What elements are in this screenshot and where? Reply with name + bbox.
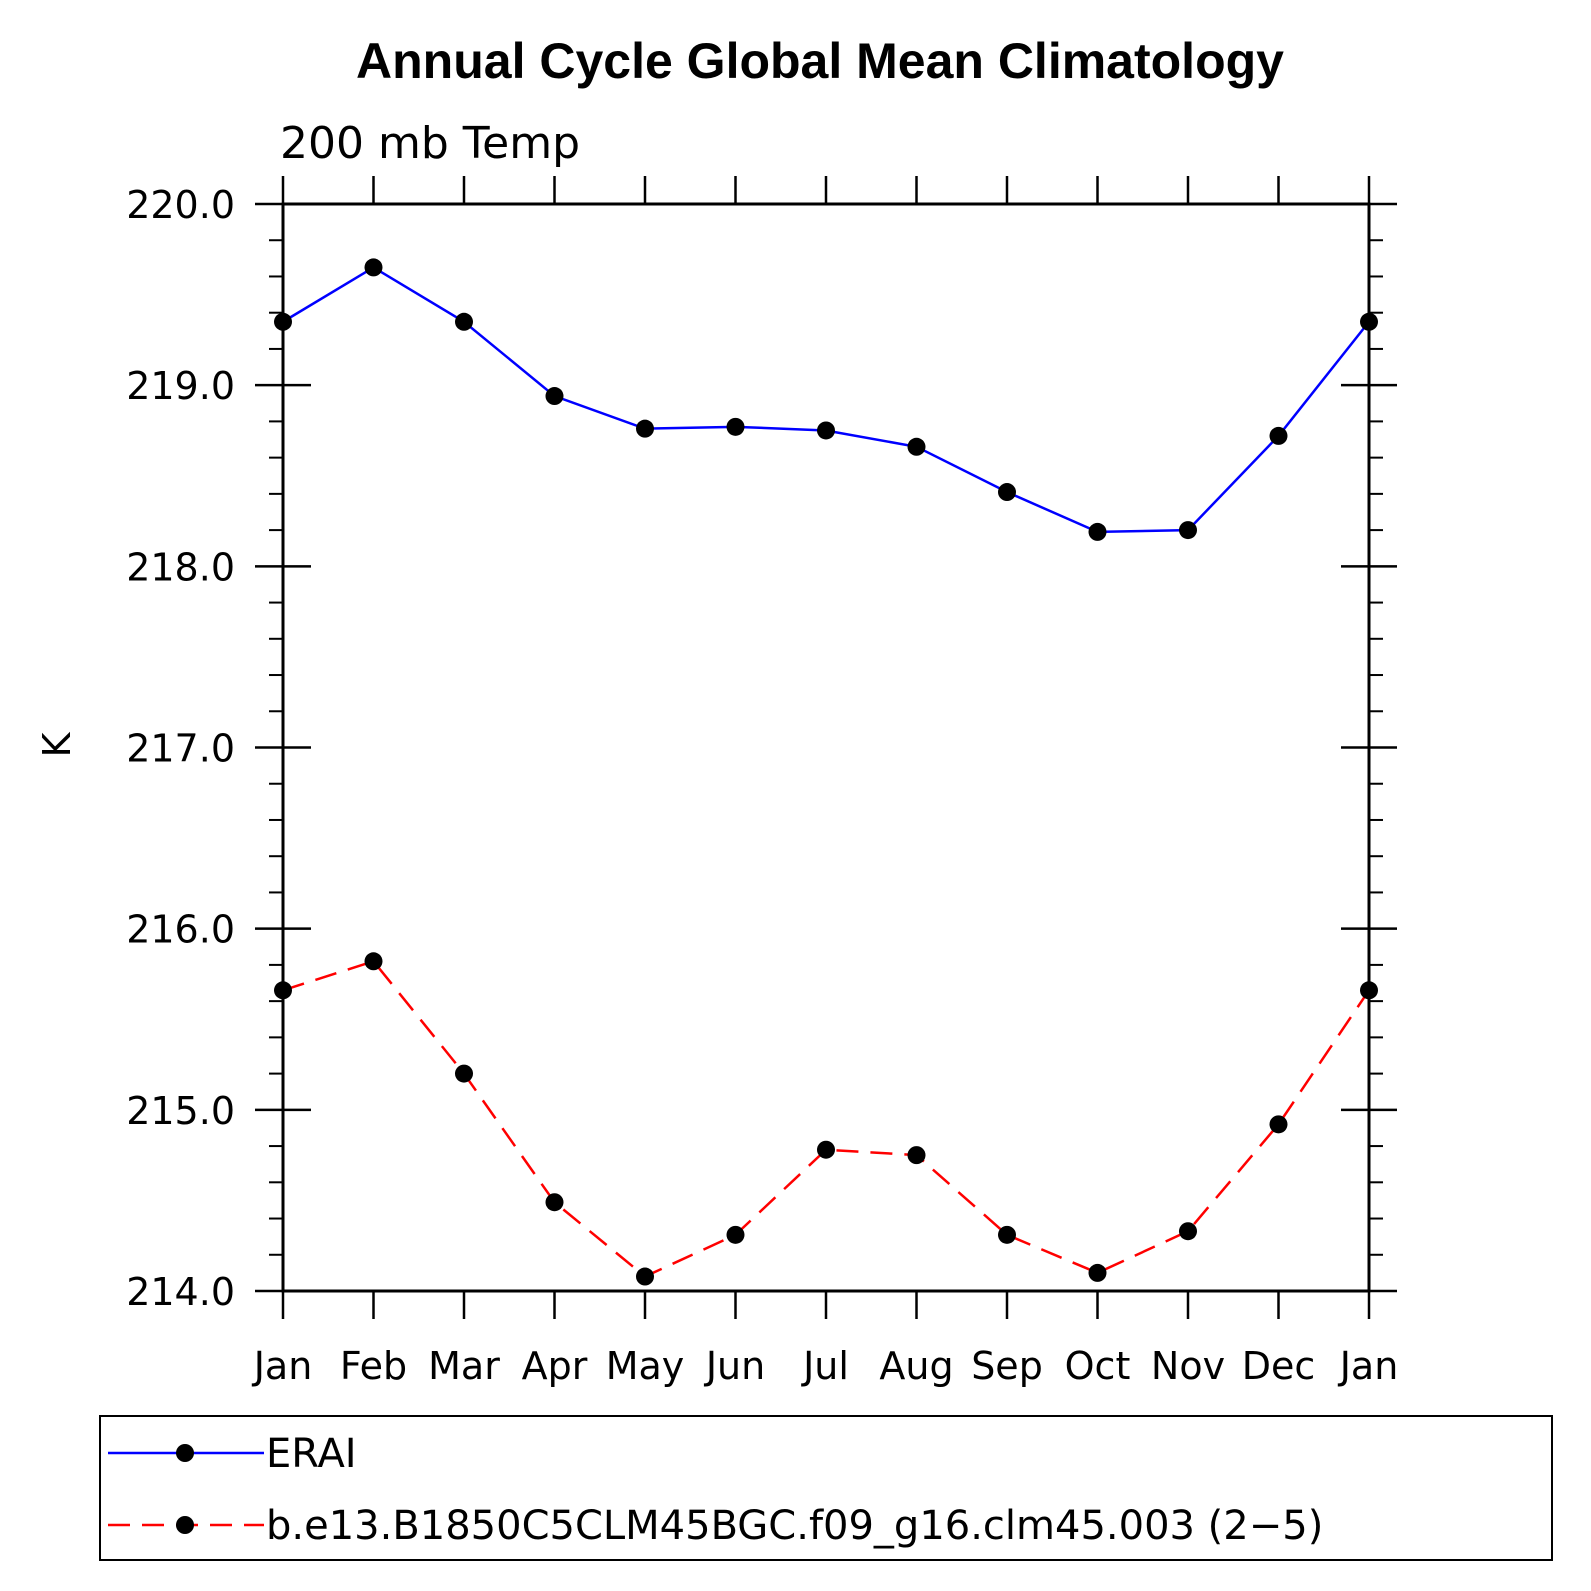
x-tick-label: Feb [340,1344,407,1388]
y-tick-label: 220.0 [126,183,235,227]
series-line-0 [282,265,1370,534]
x-tick-label: Apr [522,1344,588,1388]
y-tick-label: 217.0 [126,727,235,771]
x-tick-label: Jan [252,1344,313,1388]
data-point-1 [274,981,292,1000]
x-tick-label: Dec [1242,1344,1316,1388]
x-tick-label: Jan [1338,1344,1399,1388]
x-tick-label: Aug [879,1344,953,1388]
legend-marker-0 [176,1444,194,1462]
data-point-0 [1179,521,1197,540]
axis-ticks [255,176,1397,1319]
y-tick-label: 214.0 [126,1270,235,1314]
y-tick-label: 215.0 [126,1089,235,1133]
data-point-1 [726,1225,745,1244]
data-point-0 [1269,426,1288,445]
legend-label-0: ERAI [266,1431,357,1477]
legend-box [99,1415,1553,1561]
data-point-0 [545,387,564,406]
y-tick-label: 216.0 [126,908,235,952]
data-point-0 [817,421,835,440]
x-tick-label: Oct [1065,1344,1131,1388]
data-point-0 [998,483,1016,502]
data-point-0 [636,419,654,438]
series-line-1 [282,959,1371,1278]
data-point-1 [364,952,383,971]
y-tick-labels: 220.0 219.0 218.0 217.0 216.0 215.0 214.0 [126,183,235,1314]
y-axis-label: K [35,731,79,757]
x-tick-label: May [606,1344,685,1388]
y-tick-label: 219.0 [126,364,235,408]
legend-marker-1 [176,1516,194,1534]
legend: ERAI b.e13.B1850C5CLM45BGC.f09_g16.clm45.… [108,1431,1323,1549]
data-point-1 [455,1064,473,1083]
plot-frame [281,202,1371,1293]
x-tick-label: Nov [1151,1344,1225,1388]
data-point-0 [726,417,745,436]
legend-label-1: b.e13.B1850C5CLM45BGC.f09_g16.clm45.003 … [266,1503,1323,1549]
chart-title: Annual Cycle Global Mean Climatology [356,33,1284,89]
x-tick-labels: Jan Feb Mar Apr May Jun Jul Aug Sep Oct Nov Dec Jan [252,1344,1399,1388]
data-point-0 [455,312,473,331]
data-point-1 [1269,1115,1288,1134]
data-point-0 [907,437,926,456]
data-point-0 [274,312,292,331]
x-tick-label: Jun [704,1344,765,1388]
data-point-0 [364,258,383,277]
data-point-1 [1360,981,1378,1000]
chart-subtitle: 200 mb Temp [280,118,580,169]
data-point-0 [1088,522,1107,541]
data-point-0 [1360,312,1378,331]
x-tick-label: Jul [801,1344,849,1388]
data-point-1 [1179,1222,1197,1241]
data-point-1 [907,1146,926,1165]
y-tick-label: 218.0 [126,545,235,589]
data-point-1 [998,1225,1016,1244]
data-point-1 [817,1140,835,1159]
data-point-1 [636,1267,654,1286]
data-point-1 [1088,1263,1107,1282]
x-tick-label: Mar [428,1344,500,1388]
data-point-1 [545,1193,564,1212]
series-group [274,258,1378,1286]
x-tick-label: Sep [971,1344,1043,1388]
